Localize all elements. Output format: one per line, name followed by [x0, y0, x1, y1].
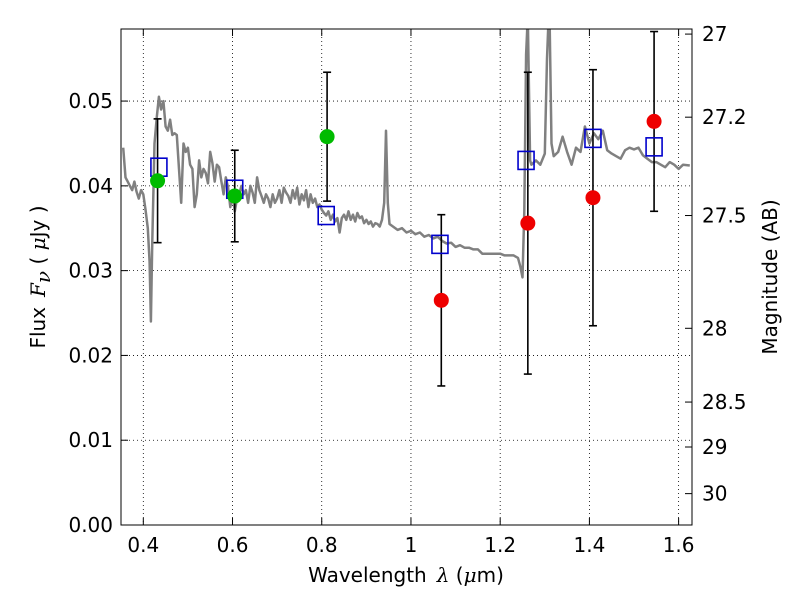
red-data-point	[646, 113, 662, 129]
x-tick-label: 0.8	[306, 533, 338, 557]
x-axis-label: Wavelength λ (μm)	[308, 563, 504, 587]
model-square-marker	[645, 137, 663, 157]
y-axis-label-unit-open: (	[26, 250, 50, 271]
spectrum-line	[121, 29, 690, 323]
x-axis-label-unit-mu: μ	[464, 563, 477, 587]
red-data-point	[520, 215, 536, 231]
x-axis-label-text: Wavelength	[308, 563, 427, 587]
plot-frame	[120, 28, 693, 526]
y-axis-label-sub: ν	[31, 271, 55, 283]
plot-area	[121, 29, 692, 525]
green-data-point	[227, 188, 243, 204]
x-tick-label: 0.6	[217, 533, 249, 557]
right-axis-label: Magnitude (AB)	[758, 199, 782, 354]
y-axis-label: Flux Fν ( μJy )	[26, 205, 55, 348]
y-tick-label: 0.01	[68, 428, 113, 452]
model-square-marker	[431, 234, 449, 255]
x-tick-label: 1.6	[663, 533, 695, 557]
right-tick-label: 27.5	[702, 204, 747, 228]
right-tick-label: 28	[702, 316, 727, 340]
y-tick-label: 0.05	[68, 89, 113, 113]
y-axis-label-text: Flux	[26, 307, 50, 349]
y-tick-label: 0.04	[68, 174, 113, 198]
ticks	[121, 29, 692, 526]
spectrum-layer	[121, 29, 690, 323]
tick-labels: 0.4 0.6 0.8 1 1.2 1.4 1.6 0.00 0.01 0.02 0.03 0.04 0…	[68, 22, 746, 557]
x-axis-label-unit-open: (	[449, 563, 463, 587]
right-tick-label: 28.5	[702, 390, 747, 414]
x-axis-label-unit-rest: m)	[477, 563, 504, 587]
right-tick-label: 29	[702, 435, 727, 459]
right-tick-label: 27	[702, 22, 727, 46]
green-data-point	[150, 173, 166, 189]
marker-layer	[150, 113, 663, 308]
right-tick-label: 30	[702, 482, 727, 506]
red-data-point	[433, 292, 449, 308]
grid	[121, 29, 692, 526]
x-tick-label: 1	[405, 533, 418, 557]
model-square-marker	[517, 150, 535, 171]
y-tick-label: 0.03	[68, 259, 113, 283]
right-tick-label: 27.2	[702, 105, 747, 129]
x-tick-label: 0.4	[127, 533, 159, 557]
model-square-marker	[317, 205, 336, 226]
model-square-marker	[584, 128, 602, 149]
y-tick-label: 0.00	[68, 513, 113, 537]
y-axis-label-unit-mu: μ	[26, 237, 50, 250]
green-data-point	[319, 129, 335, 145]
x-axis-label-symbol: λ	[436, 563, 450, 587]
x-tick-label: 1.2	[484, 533, 516, 557]
x-tick-label: 1.4	[573, 533, 605, 557]
red-data-point	[585, 190, 601, 206]
y-axis-label-symbol: F	[26, 282, 50, 298]
y-tick-label: 0.02	[68, 343, 113, 367]
y-axis-label-unit-rest: Jy )	[26, 205, 50, 239]
